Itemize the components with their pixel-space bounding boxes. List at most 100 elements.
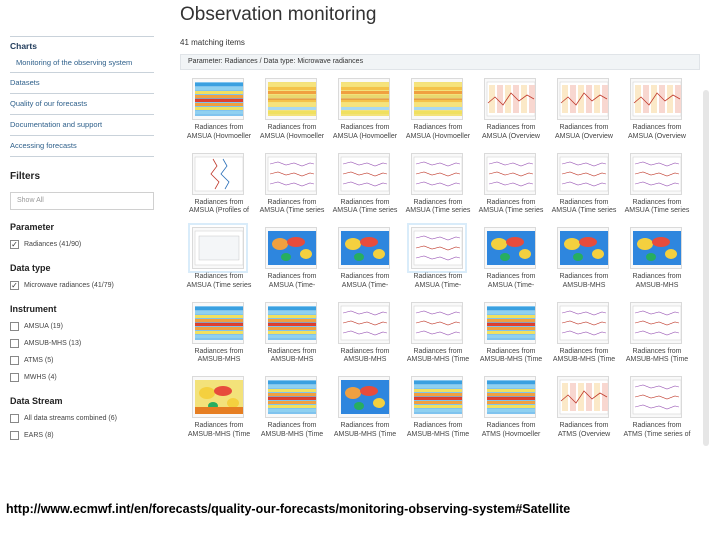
scrollbar[interactable] [703,90,709,446]
checkbox-checked[interactable]: ✓ [10,280,19,290]
nav-accessing-forecasts[interactable]: Accessing forecasts [10,136,154,157]
tile-thumbnail[interactable] [411,78,463,120]
tile-thumbnail[interactable] [557,376,609,418]
nav-datasets[interactable]: Datasets [10,73,154,94]
tile-thumbnail[interactable] [630,152,682,195]
checkbox-checked[interactable]: ✓ [10,239,19,249]
tile-label[interactable]: Radiances from AMSUA (Time- [476,273,546,290]
tile-thumbnail[interactable] [484,227,536,269]
tile-thumbnail[interactable] [411,376,463,418]
tile-label[interactable]: Radiances from AMSUB-MHS [257,348,327,365]
tile-label[interactable]: Radiances from AMSUB-MHS [622,273,692,290]
tile-thumbnail[interactable] [557,152,609,195]
tile-thumbnail[interactable] [484,301,536,344]
tile-thumbnail[interactable] [338,376,390,418]
tile-thumbnail[interactable] [192,376,244,418]
nav-documentation[interactable]: Documentation and support [10,115,154,136]
tile-thumbnail[interactable] [338,227,390,269]
tile-thumbnail[interactable] [192,152,244,195]
tile-label[interactable]: Radiances from AMSUA (Time series [622,199,692,216]
tile-label[interactable]: Radiances from AMSUA (Overview [549,124,619,141]
tile-label[interactable]: Radiances from AMSUB-MHS [184,348,254,365]
tile-label[interactable]: Radiances from AMSUB-MHS (Time [622,348,692,365]
tile-thumbnail[interactable] [338,152,390,195]
tile-label[interactable]: Radiances from ATMS (Hovmoeller [476,422,546,439]
tile-label[interactable]: Radiances from AMSUB-MHS [330,348,400,365]
tile-label[interactable]: Radiances from ATMS (Overview [549,422,619,439]
tile-thumbnail[interactable] [630,376,682,418]
tile-label[interactable]: Radiances from AMSUA (Hovmoeller [184,124,254,141]
tile-thumbnail[interactable] [188,223,248,273]
checkbox[interactable] [10,321,19,331]
tile-label[interactable]: Radiances from AMSUB-MHS (Time [330,422,400,439]
tile-label[interactable]: Radiances from AMSUB-MHS (Time [184,422,254,439]
tile-label[interactable]: Radiances from AMSUA (Time series [403,199,473,216]
facet-option[interactable]: ATMS (5) [10,353,154,367]
checkbox[interactable] [10,338,19,348]
nav-quality-forecasts[interactable]: Quality of our forecasts [10,94,154,115]
tile-label-line1: Radiances from [194,124,244,131]
facet-option[interactable]: ✓ Microwave radiances (41/79) [10,278,154,292]
tile-label[interactable]: Radiances from AMSUB-MHS [549,273,619,290]
tile-label[interactable]: Radiances from ATMS (Time series of [622,422,692,439]
tile-label[interactable]: Radiances from AMSUA (Time- [330,273,400,290]
facet-option[interactable]: ✓ Radiances (41/90) [10,237,154,251]
tile-label[interactable]: Radiances from AMSUA (Overview [622,124,692,141]
tile-thumbnail[interactable] [630,301,682,344]
nav-monitoring-link[interactable]: Monitoring of the observing system [10,55,154,73]
tile-label-line2: AMSUA (Time series [551,207,617,214]
tile-label[interactable]: Radiances from AMSUB-MHS (Time [403,348,473,365]
tile-thumbnail[interactable] [411,152,463,195]
checkbox[interactable] [10,413,19,423]
tile-thumbnail[interactable] [192,78,244,120]
tile-label-line2: AMSUB-MHS [343,356,387,363]
tile-label[interactable]: Radiances from AMSUA (Time series [257,199,327,216]
tile-label[interactable]: Radiances from AMSUB-MHS (Time [549,348,619,365]
tile-label[interactable]: Radiances from AMSUA (Time- [403,273,473,290]
tile-thumbnail[interactable] [407,223,467,273]
tile-label[interactable]: Radiances from AMSUB-MHS (Time [476,348,546,365]
facet-data-stream-list: All data streams combined (6) EARS (8) [10,411,154,442]
tile-label[interactable]: Radiances from AMSUA (Profiles of [184,199,254,216]
tile-thumbnail[interactable] [484,152,536,195]
tile-thumbnail[interactable] [338,301,390,344]
tile-thumbnail[interactable] [557,301,609,344]
tile-label[interactable]: Radiances from AMSUA (Hovmoeller [257,124,327,141]
tile-label[interactable]: Radiances from AMSUA (Time series [184,273,254,290]
tile-thumbnail[interactable] [484,78,536,120]
checkbox[interactable] [10,372,19,382]
tile-thumbnail[interactable] [484,376,536,418]
tile-thumbnail[interactable] [557,78,609,120]
tile-thumbnail[interactable] [192,301,244,344]
tile-thumbnail[interactable] [630,78,682,120]
tile-thumbnail[interactable] [411,301,463,344]
tile-label[interactable]: Radiances from AMSUA (Overview [476,124,546,141]
tile-thumbnail[interactable] [265,301,317,344]
nav-charts[interactable]: Charts [10,36,154,55]
facet-option[interactable]: AMSUB-MHS (13) [10,336,154,350]
tile-thumbnail[interactable] [557,227,609,269]
facet-option[interactable]: AMSUA (19) [10,319,154,333]
tile-label[interactable]: Radiances from AMSUA (Hovmoeller [330,124,400,141]
tile-label[interactable]: Radiances from AMSUA (Time- [257,273,327,290]
facet-option[interactable]: EARS (8) [10,428,154,442]
tile-thumbnail[interactable] [265,152,317,195]
checkbox[interactable] [10,430,19,440]
tile-label[interactable]: Radiances from AMSUA (Hovmoeller [403,124,473,141]
show-all-select[interactable]: Show All [10,192,154,210]
tile-thumbnail[interactable] [630,227,682,269]
tile-label[interactable]: Radiances from AMSUA (Time series [549,199,619,216]
facet-option[interactable]: MWHS (4) [10,370,154,384]
tile-label-line1: Radiances from [632,273,682,280]
tile-thumbnail[interactable] [265,78,317,120]
tile-thumbnail[interactable] [265,227,317,269]
tile-label[interactable]: Radiances from AMSUB-MHS (Time [403,422,473,439]
tile-thumbnail[interactable] [265,376,317,418]
facet-data-stream-title: Data Stream [10,396,63,406]
tile-label[interactable]: Radiances from AMSUA (Time series [476,199,546,216]
tile-label[interactable]: Radiances from AMSUB-MHS (Time [257,422,327,439]
checkbox[interactable] [10,355,19,365]
facet-option[interactable]: All data streams combined (6) [10,411,154,425]
tile-label[interactable]: Radiances from AMSUA (Time series [330,199,400,216]
tile-thumbnail[interactable] [338,78,390,120]
